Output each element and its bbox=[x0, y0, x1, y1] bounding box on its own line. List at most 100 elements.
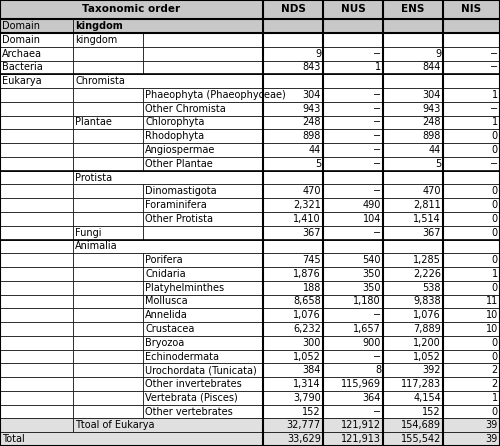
Text: 8: 8 bbox=[375, 365, 381, 375]
Bar bbox=[263, 47, 323, 61]
Text: 121,913: 121,913 bbox=[341, 434, 381, 444]
Bar bbox=[73, 267, 143, 281]
Text: 364: 364 bbox=[362, 393, 381, 403]
Bar bbox=[73, 19, 263, 33]
Text: Other Protista: Other Protista bbox=[145, 214, 213, 224]
Bar bbox=[443, 143, 500, 157]
Text: kingdom: kingdom bbox=[75, 21, 123, 31]
Bar bbox=[383, 308, 443, 322]
Text: Chlorophyta: Chlorophyta bbox=[145, 117, 204, 128]
Bar bbox=[443, 405, 500, 418]
Bar bbox=[323, 240, 383, 253]
Bar bbox=[73, 240, 263, 253]
Bar bbox=[73, 88, 143, 102]
Text: 2,811: 2,811 bbox=[413, 200, 441, 210]
Bar bbox=[0, 19, 73, 33]
Text: −: − bbox=[373, 90, 381, 100]
Text: 39: 39 bbox=[486, 420, 498, 430]
Bar bbox=[0, 143, 73, 157]
Bar bbox=[383, 405, 443, 418]
Bar bbox=[263, 322, 323, 336]
Text: 1: 1 bbox=[492, 269, 498, 279]
Bar bbox=[0, 116, 73, 129]
Bar bbox=[0, 0, 263, 19]
Text: 304: 304 bbox=[422, 90, 441, 100]
Text: Dinomastigota: Dinomastigota bbox=[145, 186, 216, 196]
Bar bbox=[383, 102, 443, 116]
Text: 248: 248 bbox=[422, 117, 441, 128]
Text: 350: 350 bbox=[362, 269, 381, 279]
Text: Taxonomic order: Taxonomic order bbox=[82, 4, 180, 15]
Text: 898: 898 bbox=[422, 131, 441, 141]
Bar bbox=[443, 253, 500, 267]
Bar bbox=[263, 350, 323, 363]
Text: 367: 367 bbox=[302, 227, 321, 238]
Bar bbox=[263, 418, 323, 432]
Bar bbox=[263, 129, 323, 143]
Bar bbox=[443, 116, 500, 129]
Bar bbox=[73, 363, 143, 377]
Text: 0: 0 bbox=[492, 283, 498, 293]
Text: 9: 9 bbox=[315, 49, 321, 59]
Bar bbox=[73, 185, 143, 198]
Text: Chromista: Chromista bbox=[75, 76, 125, 86]
Text: 3,790: 3,790 bbox=[293, 393, 321, 403]
Bar bbox=[443, 377, 500, 391]
Bar bbox=[0, 405, 73, 418]
Text: Platyhelminthes: Platyhelminthes bbox=[145, 283, 224, 293]
Bar bbox=[383, 418, 443, 432]
Text: 9: 9 bbox=[435, 49, 441, 59]
Text: 1: 1 bbox=[492, 393, 498, 403]
Bar bbox=[443, 391, 500, 405]
Text: 152: 152 bbox=[422, 407, 441, 417]
Bar bbox=[323, 88, 383, 102]
Text: Angiospermae: Angiospermae bbox=[145, 145, 216, 155]
Bar bbox=[443, 157, 500, 171]
Bar bbox=[383, 129, 443, 143]
Bar bbox=[263, 74, 323, 88]
Bar bbox=[323, 19, 383, 33]
Text: 367: 367 bbox=[422, 227, 441, 238]
Bar bbox=[383, 377, 443, 391]
Text: ENS: ENS bbox=[402, 4, 424, 15]
Bar bbox=[0, 294, 73, 308]
Text: −: − bbox=[373, 145, 381, 155]
Text: 39: 39 bbox=[486, 434, 498, 444]
Bar bbox=[443, 308, 500, 322]
Bar bbox=[443, 432, 500, 446]
Bar bbox=[323, 33, 383, 47]
Bar bbox=[443, 240, 500, 253]
Bar bbox=[0, 185, 73, 198]
Text: 1,200: 1,200 bbox=[413, 338, 441, 348]
Bar bbox=[263, 281, 323, 294]
Text: Annelida: Annelida bbox=[145, 310, 188, 320]
Text: 9,838: 9,838 bbox=[414, 297, 441, 306]
Bar bbox=[143, 267, 263, 281]
Bar bbox=[73, 350, 143, 363]
Bar bbox=[263, 198, 323, 212]
Bar bbox=[73, 74, 263, 88]
Bar bbox=[0, 350, 73, 363]
Bar bbox=[0, 308, 73, 322]
Bar bbox=[73, 253, 143, 267]
Bar bbox=[143, 322, 263, 336]
Bar bbox=[263, 19, 323, 33]
Bar bbox=[383, 281, 443, 294]
Bar bbox=[383, 19, 443, 33]
Bar bbox=[73, 47, 143, 61]
Bar bbox=[143, 129, 263, 143]
Bar bbox=[443, 19, 500, 33]
Bar bbox=[263, 0, 323, 19]
Text: 1,076: 1,076 bbox=[293, 310, 321, 320]
Bar bbox=[383, 432, 443, 446]
Text: Mollusca: Mollusca bbox=[145, 297, 188, 306]
Bar bbox=[263, 336, 323, 350]
Bar bbox=[73, 322, 143, 336]
Bar bbox=[383, 61, 443, 74]
Text: 0: 0 bbox=[492, 200, 498, 210]
Bar bbox=[323, 185, 383, 198]
Text: 0: 0 bbox=[492, 407, 498, 417]
Bar bbox=[143, 308, 263, 322]
Bar bbox=[0, 253, 73, 267]
Bar bbox=[73, 226, 143, 240]
